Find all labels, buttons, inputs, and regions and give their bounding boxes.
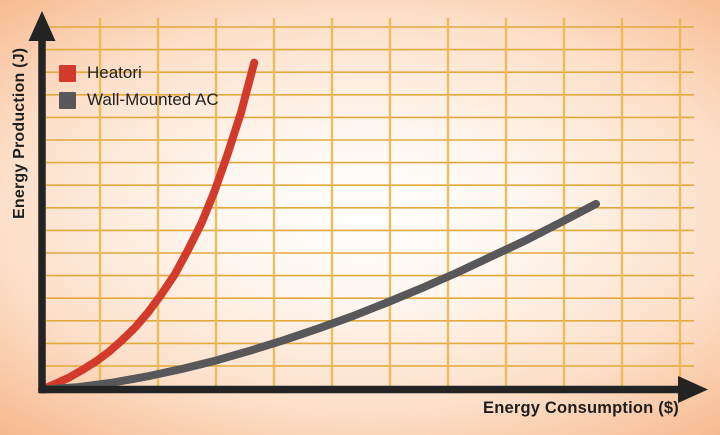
curve-heatori: [38, 58, 259, 394]
y-axis-title: Energy Production (J): [11, 47, 28, 219]
legend-item-heatori: Heatori: [59, 63, 219, 83]
legend: Heatori Wall-Mounted AC: [59, 63, 219, 110]
legend-swatch-wall-mounted-ac-icon: [59, 91, 76, 109]
x-axis-title: Energy Consumption ($): [483, 399, 679, 417]
legend-swatch-heatori-icon: [59, 64, 76, 82]
legend-label-wall-mounted-ac: Wall-Mounted AC: [87, 90, 219, 109]
axes-layer: [28, 11, 708, 403]
x-axis-arrow-icon: [678, 376, 708, 403]
y-axis-arrow-icon: [28, 11, 56, 41]
grid-layer: [46, 18, 694, 386]
legend-item-wall-mounted-ac: Wall-Mounted AC: [59, 90, 219, 110]
legend-label-heatori: Heatori: [87, 63, 142, 82]
curve-wall-mounted-ac: [38, 199, 600, 394]
